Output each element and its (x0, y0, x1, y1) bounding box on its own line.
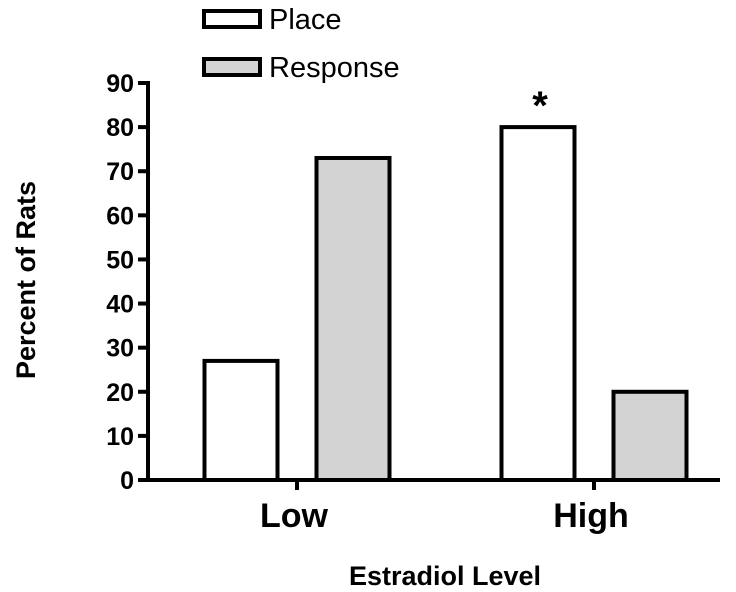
y-ticks-group: 0 10 20 30 40 50 60 70 80 90 (106, 70, 148, 495)
legend-label-response: Response (269, 52, 400, 84)
x-ticks-group: Low High (260, 480, 629, 535)
y-tick-label-80: 80 (106, 114, 134, 142)
y-tick-label-10: 10 (106, 423, 134, 451)
legend-label-place: Place (269, 4, 342, 36)
bar-low-place (202, 358, 280, 482)
bar-low-response (314, 155, 392, 482)
legend: Place Response (202, 4, 400, 84)
axes-group (146, 81, 720, 482)
legend-swatch-response (202, 57, 262, 77)
x-axis-title: Estradiol Level (349, 561, 541, 591)
bar-high-place (499, 125, 577, 482)
significance-annotation: * (532, 84, 548, 128)
y-tick-label-30: 30 (106, 335, 134, 363)
y-axis-title: Percent of Rats (11, 181, 41, 379)
y-tick-label-50: 50 (106, 246, 134, 274)
annotations-group: * (532, 84, 548, 128)
bars-group (202, 125, 689, 482)
y-tick-label-60: 60 (106, 202, 134, 230)
x-tick-label-low: Low (260, 497, 329, 535)
y-tick-label-20: 20 (106, 379, 134, 407)
y-tick-label-70: 70 (106, 158, 134, 186)
legend-swatch-place (202, 9, 262, 29)
y-tick-label-40: 40 (106, 291, 134, 319)
y-tick-label-90: 90 (106, 70, 134, 98)
x-tick-label-high: High (553, 497, 629, 535)
bar-high-response (611, 389, 689, 482)
y-tick-label-0: 0 (120, 467, 134, 495)
